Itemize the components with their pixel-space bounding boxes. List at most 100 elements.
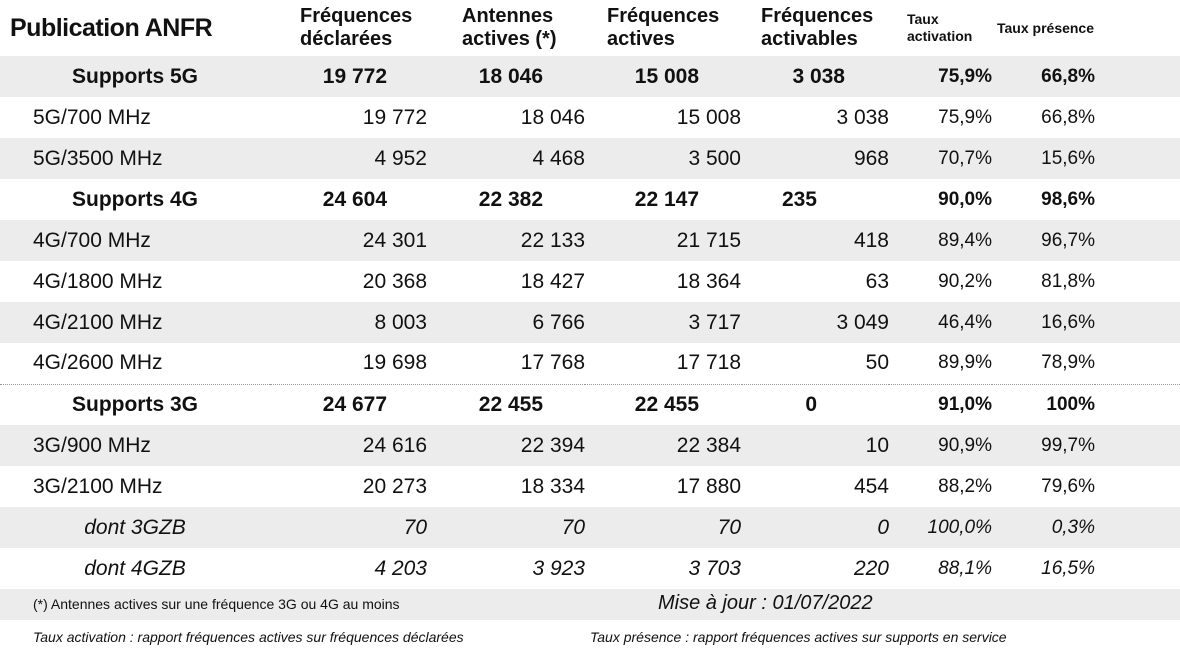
cell-frequences-declarees: 24 604 xyxy=(322,187,387,211)
cell-frequences-actives: 18 364 xyxy=(676,269,741,293)
table-row: 3G/2100 MHz 20 273 18 334 17 880 454 88,… xyxy=(0,466,1180,507)
cell-taux-presence: 16,6% xyxy=(992,302,1095,343)
row-label: Supports 5G xyxy=(0,56,270,97)
cell-frequences-declarees: 24 677 xyxy=(270,383,430,425)
cell-taux-presence: 16,5% xyxy=(1041,557,1095,579)
cell-frequences-actives: 3 703 xyxy=(688,556,741,580)
footer-notes-row: (*) Antennes actives sur une fréquence 3… xyxy=(0,589,1180,620)
cell-taux-activation: 89,4% xyxy=(889,220,992,261)
update-date: Mise à jour : 01/07/2022 xyxy=(658,592,873,614)
cell-frequences-declarees: 19 772 xyxy=(362,105,427,129)
cell-frequences-actives: 15 008 xyxy=(585,56,742,97)
table-row: Supports 5G 19 772 18 046 15 008 3 038 7… xyxy=(0,56,1180,97)
cell-frequences-activables: 3 038 xyxy=(836,105,889,129)
cell-frequences-actives: 15 008 xyxy=(676,105,741,129)
cell-frequences-actives: 17 718 xyxy=(676,351,741,375)
frequencies-table: Publication ANFR Fréquences déclarées Ant… xyxy=(0,0,1180,589)
header-frequences-declarees: Fréquences déclarées xyxy=(300,5,413,50)
row-spacer xyxy=(1095,383,1180,425)
cell-taux-activation: 100,0% xyxy=(889,507,992,548)
cell-frequences-activables: 63 xyxy=(865,269,889,293)
cell-frequences-declarees: 4 952 xyxy=(270,138,430,179)
cell-taux-presence: 0,3% xyxy=(992,507,1095,548)
note-taux-activation: Taux activation : rapport fréquences act… xyxy=(33,629,464,645)
table-row: 5G/3500 MHz 4 952 4 468 3 500 968 70,7% … xyxy=(0,138,1180,179)
row-label: 5G/700 MHz xyxy=(33,105,151,129)
cell-taux-activation: 91,0% xyxy=(889,383,992,425)
cell-frequences-actives: 3 717 xyxy=(585,302,742,343)
table-row: 4G/1800 MHz 20 368 18 427 18 364 63 90,2… xyxy=(0,261,1180,302)
cell-frequences-actives: 22 455 xyxy=(585,383,742,425)
row-label: 5G/3500 MHz xyxy=(0,138,270,179)
cell-frequences-declarees: 19 698 xyxy=(362,351,427,375)
cell-taux-activation: 89,9% xyxy=(938,352,992,374)
cell-antennes-actives: 22 394 xyxy=(430,425,585,466)
row-label: 3G/2100 MHz xyxy=(33,474,163,498)
cell-taux-presence: 79,6% xyxy=(1041,475,1095,497)
cell-antennes-actives: 18 334 xyxy=(520,474,585,498)
table-row: 5G/700 MHz 19 772 18 046 15 008 3 038 75… xyxy=(0,97,1180,138)
cell-antennes-actives: 6 766 xyxy=(430,302,585,343)
table-row: 4G/700 MHz 24 301 22 133 21 715 418 89,4… xyxy=(0,220,1180,261)
row-spacer xyxy=(1095,261,1180,302)
cell-frequences-declarees: 4 203 xyxy=(374,556,427,580)
cell-frequences-activables: 968 xyxy=(742,138,889,179)
cell-frequences-declarees: 24 301 xyxy=(270,220,430,261)
cell-antennes-actives: 18 046 xyxy=(520,105,585,129)
cell-taux-presence: 100% xyxy=(992,383,1095,425)
row-label: 4G/2100 MHz xyxy=(0,302,270,343)
cell-taux-activation: 88,2% xyxy=(938,475,992,497)
row-label: 3G/900 MHz xyxy=(0,425,270,466)
cell-taux-activation: 88,1% xyxy=(938,557,992,579)
row-spacer xyxy=(1095,97,1180,138)
table-row: dont 4GZB 4 203 3 923 3 703 220 88,1% 16… xyxy=(0,548,1180,589)
row-spacer xyxy=(1095,343,1180,384)
row-label: 4G/1800 MHz xyxy=(33,269,163,293)
cell-antennes-actives: 17 768 xyxy=(520,351,585,375)
cell-taux-activation: 90,9% xyxy=(889,425,992,466)
row-label: dont 4GZB xyxy=(84,556,186,580)
cell-frequences-actives: 70 xyxy=(585,507,742,548)
cell-frequences-actives: 22 384 xyxy=(585,425,742,466)
header-taux-presence: Taux présence xyxy=(997,19,1095,36)
cell-taux-presence: 78,9% xyxy=(1041,352,1095,374)
cell-antennes-actives: 18 427 xyxy=(520,269,585,293)
cell-frequences-activables: 50 xyxy=(865,351,889,375)
cell-taux-presence: 15,6% xyxy=(992,138,1095,179)
cell-antennes-actives: 18 046 xyxy=(430,56,585,97)
cell-frequences-actives: 17 880 xyxy=(676,474,741,498)
cell-frequences-declarees: 20 273 xyxy=(362,474,427,498)
cell-frequences-activables: 235 xyxy=(781,187,817,211)
row-spacer xyxy=(1095,466,1180,507)
header-spacer xyxy=(1095,0,1180,56)
cell-frequences-declarees: 19 772 xyxy=(270,56,430,97)
header-antennes-actives: Antennes actives (*) xyxy=(462,5,557,50)
header-taux-activation: Taux activation xyxy=(907,11,973,44)
cell-frequences-actives: 3 500 xyxy=(585,138,742,179)
row-label: Supports 3G xyxy=(0,383,270,425)
cell-frequences-activables: 10 xyxy=(742,425,889,466)
cell-frequences-declarees: 20 368 xyxy=(362,269,427,293)
cell-frequences-activables: 220 xyxy=(853,556,889,580)
table-row: 3G/900 MHz 24 616 22 394 22 384 10 90,9%… xyxy=(0,425,1180,466)
row-spacer xyxy=(1095,56,1180,97)
row-spacer xyxy=(1095,220,1180,261)
cell-taux-activation: 70,7% xyxy=(889,138,992,179)
table-row: dont 3GZB 70 70 70 0 100,0% 0,3% xyxy=(0,507,1180,548)
row-label: dont 3GZB xyxy=(0,507,270,548)
footer-definitions-row: Taux activation : rapport fréquences act… xyxy=(0,620,1180,655)
cell-taux-presence: 66,8% xyxy=(1041,106,1095,128)
cell-frequences-declarees: 8 003 xyxy=(270,302,430,343)
header-row: Publication ANFR Fréquences déclarées Ant… xyxy=(0,0,1180,56)
table-row: Supports 4G 24 604 22 382 22 147 235 90,… xyxy=(0,179,1180,220)
cell-antennes-actives: 22 382 xyxy=(478,187,543,211)
cell-frequences-activables: 418 xyxy=(742,220,889,261)
row-label: 4G/700 MHz xyxy=(0,220,270,261)
cell-taux-activation: 46,4% xyxy=(889,302,992,343)
row-spacer xyxy=(1095,507,1180,548)
cell-frequences-actives: 21 715 xyxy=(585,220,742,261)
cell-taux-presence: 66,8% xyxy=(992,56,1095,97)
cell-frequences-activables: 0 xyxy=(742,507,889,548)
cell-taux-activation: 90,2% xyxy=(938,270,992,292)
